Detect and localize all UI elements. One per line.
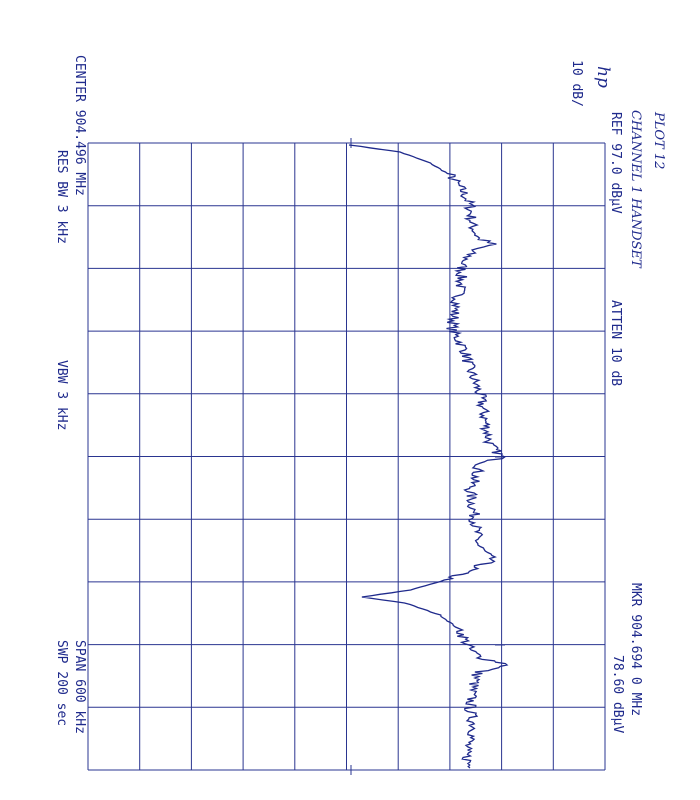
center-label: CENTER 904.496 MHz bbox=[72, 55, 87, 196]
res-bw-label: RES BW 3 kHz bbox=[54, 150, 69, 244]
logo: hp bbox=[593, 66, 613, 88]
graticule bbox=[87, 138, 606, 775]
atten-label: ATTEN 10 dB bbox=[608, 300, 623, 386]
marker-freq: MKR 904.694 0 MHz bbox=[628, 583, 643, 716]
ref-label: REF 97.0 dBµV bbox=[608, 112, 623, 214]
marker-level: 78.60 dBµV bbox=[610, 655, 625, 733]
handwritten-plot: PLOT 12 bbox=[651, 111, 666, 169]
sweep-label: SWP 200 sec bbox=[54, 640, 69, 726]
span-label: SPAN 600 kHz bbox=[72, 640, 87, 734]
trace bbox=[348, 144, 509, 769]
vbw-label: VBW 3 kHz bbox=[54, 360, 69, 430]
scale-label: 10 dB/ bbox=[569, 60, 584, 107]
handwritten-note: CHANNEL 1 HANDSET bbox=[628, 110, 643, 269]
